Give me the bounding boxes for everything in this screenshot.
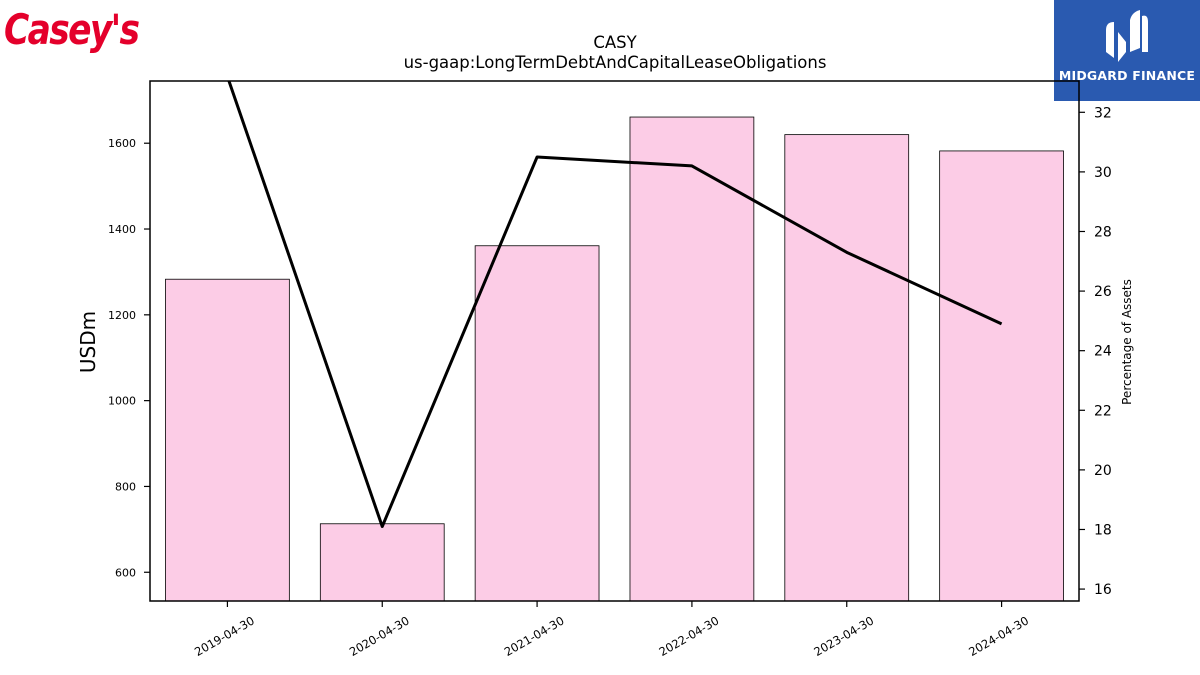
y-tick-label: 1200 [108, 309, 136, 322]
y-tick-label: 1000 [108, 395, 136, 408]
y-axis-label: USDm [76, 311, 100, 373]
chart-subtitle: us-gaap:LongTermDebtAndCapitalLeaseOblig… [404, 53, 827, 72]
bar [939, 150, 1064, 602]
x-tick-label: 2022-04-30 [657, 613, 722, 659]
midgard-finance-logo: MIDGARD FINANCE [1054, 0, 1200, 101]
y2-tick-label: 24 [1094, 344, 1112, 360]
y2-tick-label: 18 [1094, 522, 1112, 538]
x-tick-label: 2021-04-30 [502, 613, 567, 659]
series-line [227, 81, 1003, 529]
x-tick-label: 2019-04-30 [192, 613, 257, 659]
bar [319, 523, 445, 602]
midgard-logo-text: MIDGARD FINANCE [1058, 68, 1196, 83]
midgard-emblem-icon [1106, 10, 1148, 62]
x-tick-label: 2024-04-30 [966, 613, 1031, 659]
y-tick-label: 600 [115, 566, 136, 579]
x-tick-label: 2023-04-30 [811, 613, 876, 659]
y2-tick-label: 16 [1094, 582, 1112, 598]
x-tick-label: 2020-04-30 [347, 613, 412, 659]
y2-tick-label: 26 [1094, 284, 1112, 300]
y2-tick-label: 20 [1094, 463, 1112, 479]
bar [474, 245, 600, 602]
y2-tick-label: 32 [1094, 105, 1112, 121]
plot-frame [149, 80, 1080, 602]
y2-tick-label: 22 [1094, 403, 1112, 419]
y-tick-label: 1400 [108, 223, 136, 236]
y2-tick-label: 30 [1094, 165, 1112, 181]
y-tick-label: 1600 [108, 137, 136, 150]
y-tick-label: 800 [115, 480, 136, 493]
caseys-logo: Casey's [4, 2, 140, 58]
bar [784, 134, 910, 602]
y2-axis-label: Percentage of Assets [1120, 279, 1134, 405]
chart-title: CASY [593, 33, 637, 52]
bar [165, 278, 290, 602]
bar [629, 116, 755, 602]
y2-tick-label: 28 [1094, 224, 1112, 240]
